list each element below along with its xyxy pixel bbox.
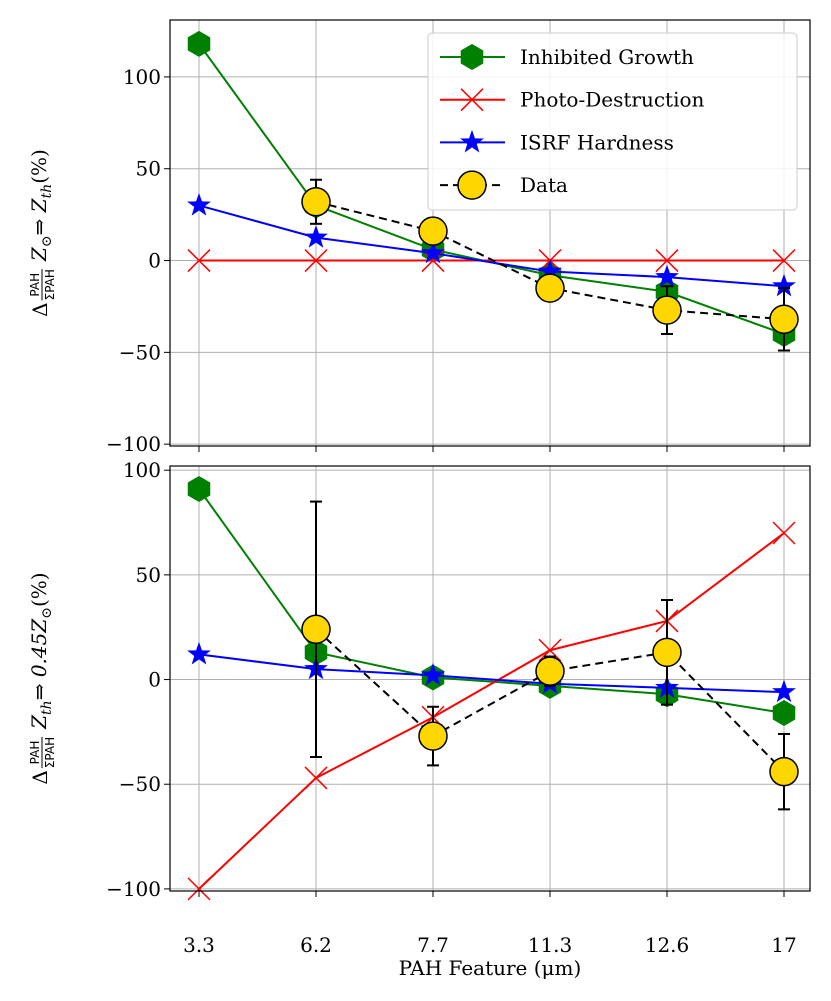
- marker-star: [772, 273, 796, 297]
- y-tick-label: 100: [123, 65, 161, 89]
- y-label-fraction-den: ΣPAH: [43, 269, 57, 300]
- y-tick-label: −50: [119, 340, 161, 364]
- marker-x: [187, 877, 211, 901]
- y-tick-label: 100: [123, 458, 161, 482]
- marker-circle: [652, 295, 682, 325]
- marker-x-stroke: [655, 249, 679, 273]
- marker-star: [772, 679, 796, 703]
- y-label-part: (%): [27, 572, 51, 607]
- marker-circle: [301, 187, 331, 217]
- y-tick-label: 50: [136, 563, 161, 587]
- marker-circle: [535, 273, 565, 303]
- marker-star: [421, 662, 445, 686]
- x-tick-label: 7.7: [417, 933, 449, 957]
- marker-x-stroke: [772, 249, 796, 273]
- axes-frame: [169, 465, 811, 892]
- marker-star: [304, 225, 328, 248]
- marker-x-stroke: [460, 88, 484, 112]
- axes-frame: [169, 19, 811, 447]
- legend-label: ISRF Hardness: [520, 130, 674, 154]
- y-label-symbol: Δ: [28, 770, 52, 784]
- marker-circle: [301, 614, 331, 645]
- y-tick-label: 0: [148, 668, 161, 692]
- x-tick-label: 6.2: [300, 933, 332, 957]
- marker-x: [304, 766, 328, 790]
- marker-x-stroke: [538, 638, 562, 662]
- marker-x: [772, 521, 796, 545]
- marker-star: [655, 264, 679, 288]
- y-label-part: Z: [27, 246, 51, 262]
- x-tick-label: 11.3: [528, 933, 573, 957]
- y-label-inner: Δ PAH ΣPAH Zth ⇒ 0.45Z⊙ (%): [27, 572, 57, 784]
- marker-hexagon: [187, 30, 211, 57]
- y-tick-label: 0: [148, 249, 161, 273]
- x-axis-label: PAH Feature (μm): [399, 956, 582, 980]
- legend-marker: [457, 170, 487, 200]
- marker-x-stroke: [304, 249, 328, 273]
- y-label-part: th: [39, 184, 55, 199]
- marker-star: [538, 259, 562, 282]
- y-label-part: Z: [27, 714, 51, 730]
- legend-label: Photo-Destruction: [520, 88, 705, 112]
- marker-x: [304, 249, 328, 273]
- marker-x: [655, 249, 679, 273]
- legend-marker: [460, 88, 484, 112]
- marker-x-stroke: [187, 249, 211, 273]
- y-axis-label: Δ PAH ΣPAH Zth ⇒ 0.45Z⊙ (%): [27, 572, 57, 784]
- marker-circle: [418, 721, 448, 751]
- marker-x: [772, 249, 796, 273]
- legend-label: Data: [520, 173, 568, 197]
- series-line: [198, 488, 785, 715]
- marker-circle: [769, 304, 799, 335]
- marker-circle: [418, 216, 448, 246]
- y-tick-label: −100: [106, 877, 161, 901]
- y-label-inner: Δ PAH ΣPAH Z⊙ ⇒ Zth (%): [27, 149, 57, 317]
- marker-x: [538, 638, 562, 662]
- legend-label: Inhibited Growth: [520, 45, 694, 69]
- legend-box: [427, 32, 798, 211]
- y-axis-label: Δ PAH ΣPAH Z⊙ ⇒ Zth (%): [27, 149, 57, 317]
- series-line: [198, 204, 785, 288]
- marker-star: [421, 240, 445, 264]
- marker-x-stroke: [187, 877, 211, 901]
- x-tick-label: 12.6: [645, 933, 690, 957]
- y-label-fraction-den: ΣPAH: [43, 737, 57, 768]
- marker-x-stroke: [421, 249, 445, 273]
- y-label-symbol: Δ: [28, 302, 52, 316]
- series-line: [198, 653, 785, 694]
- marker-hexagon: [772, 700, 796, 727]
- y-tick-label: −100: [106, 432, 161, 456]
- marker-x-stroke: [304, 766, 328, 790]
- marker-circle: [535, 656, 565, 686]
- y-label-part: ⇒ Z: [27, 197, 51, 235]
- y-label-part: (%): [27, 149, 51, 184]
- y-label-fraction-num: PAH: [28, 741, 42, 765]
- y-label-part: th: [39, 700, 55, 715]
- marker-x-stroke: [772, 521, 796, 545]
- y-label-part: ⊙: [39, 235, 55, 247]
- y-label-part: ⊙: [39, 607, 55, 619]
- legend-marker: [460, 129, 484, 153]
- marker-star: [187, 641, 211, 665]
- legend-marker: [460, 44, 484, 70]
- y-tick-label: 50: [136, 157, 161, 181]
- x-tick-label: 17: [771, 933, 796, 957]
- marker-hexagon: [187, 476, 211, 503]
- marker-star: [187, 192, 211, 216]
- x-tick-label: 3.3: [183, 933, 215, 957]
- y-label-fraction-num: PAH: [28, 273, 42, 297]
- marker-circle: [652, 637, 682, 668]
- marker-x: [187, 249, 211, 273]
- series-line: [198, 532, 785, 890]
- y-tick-label: −50: [119, 772, 161, 796]
- y-label-part: ⇒ 0.45Z: [27, 618, 51, 701]
- marker-circle: [769, 756, 799, 787]
